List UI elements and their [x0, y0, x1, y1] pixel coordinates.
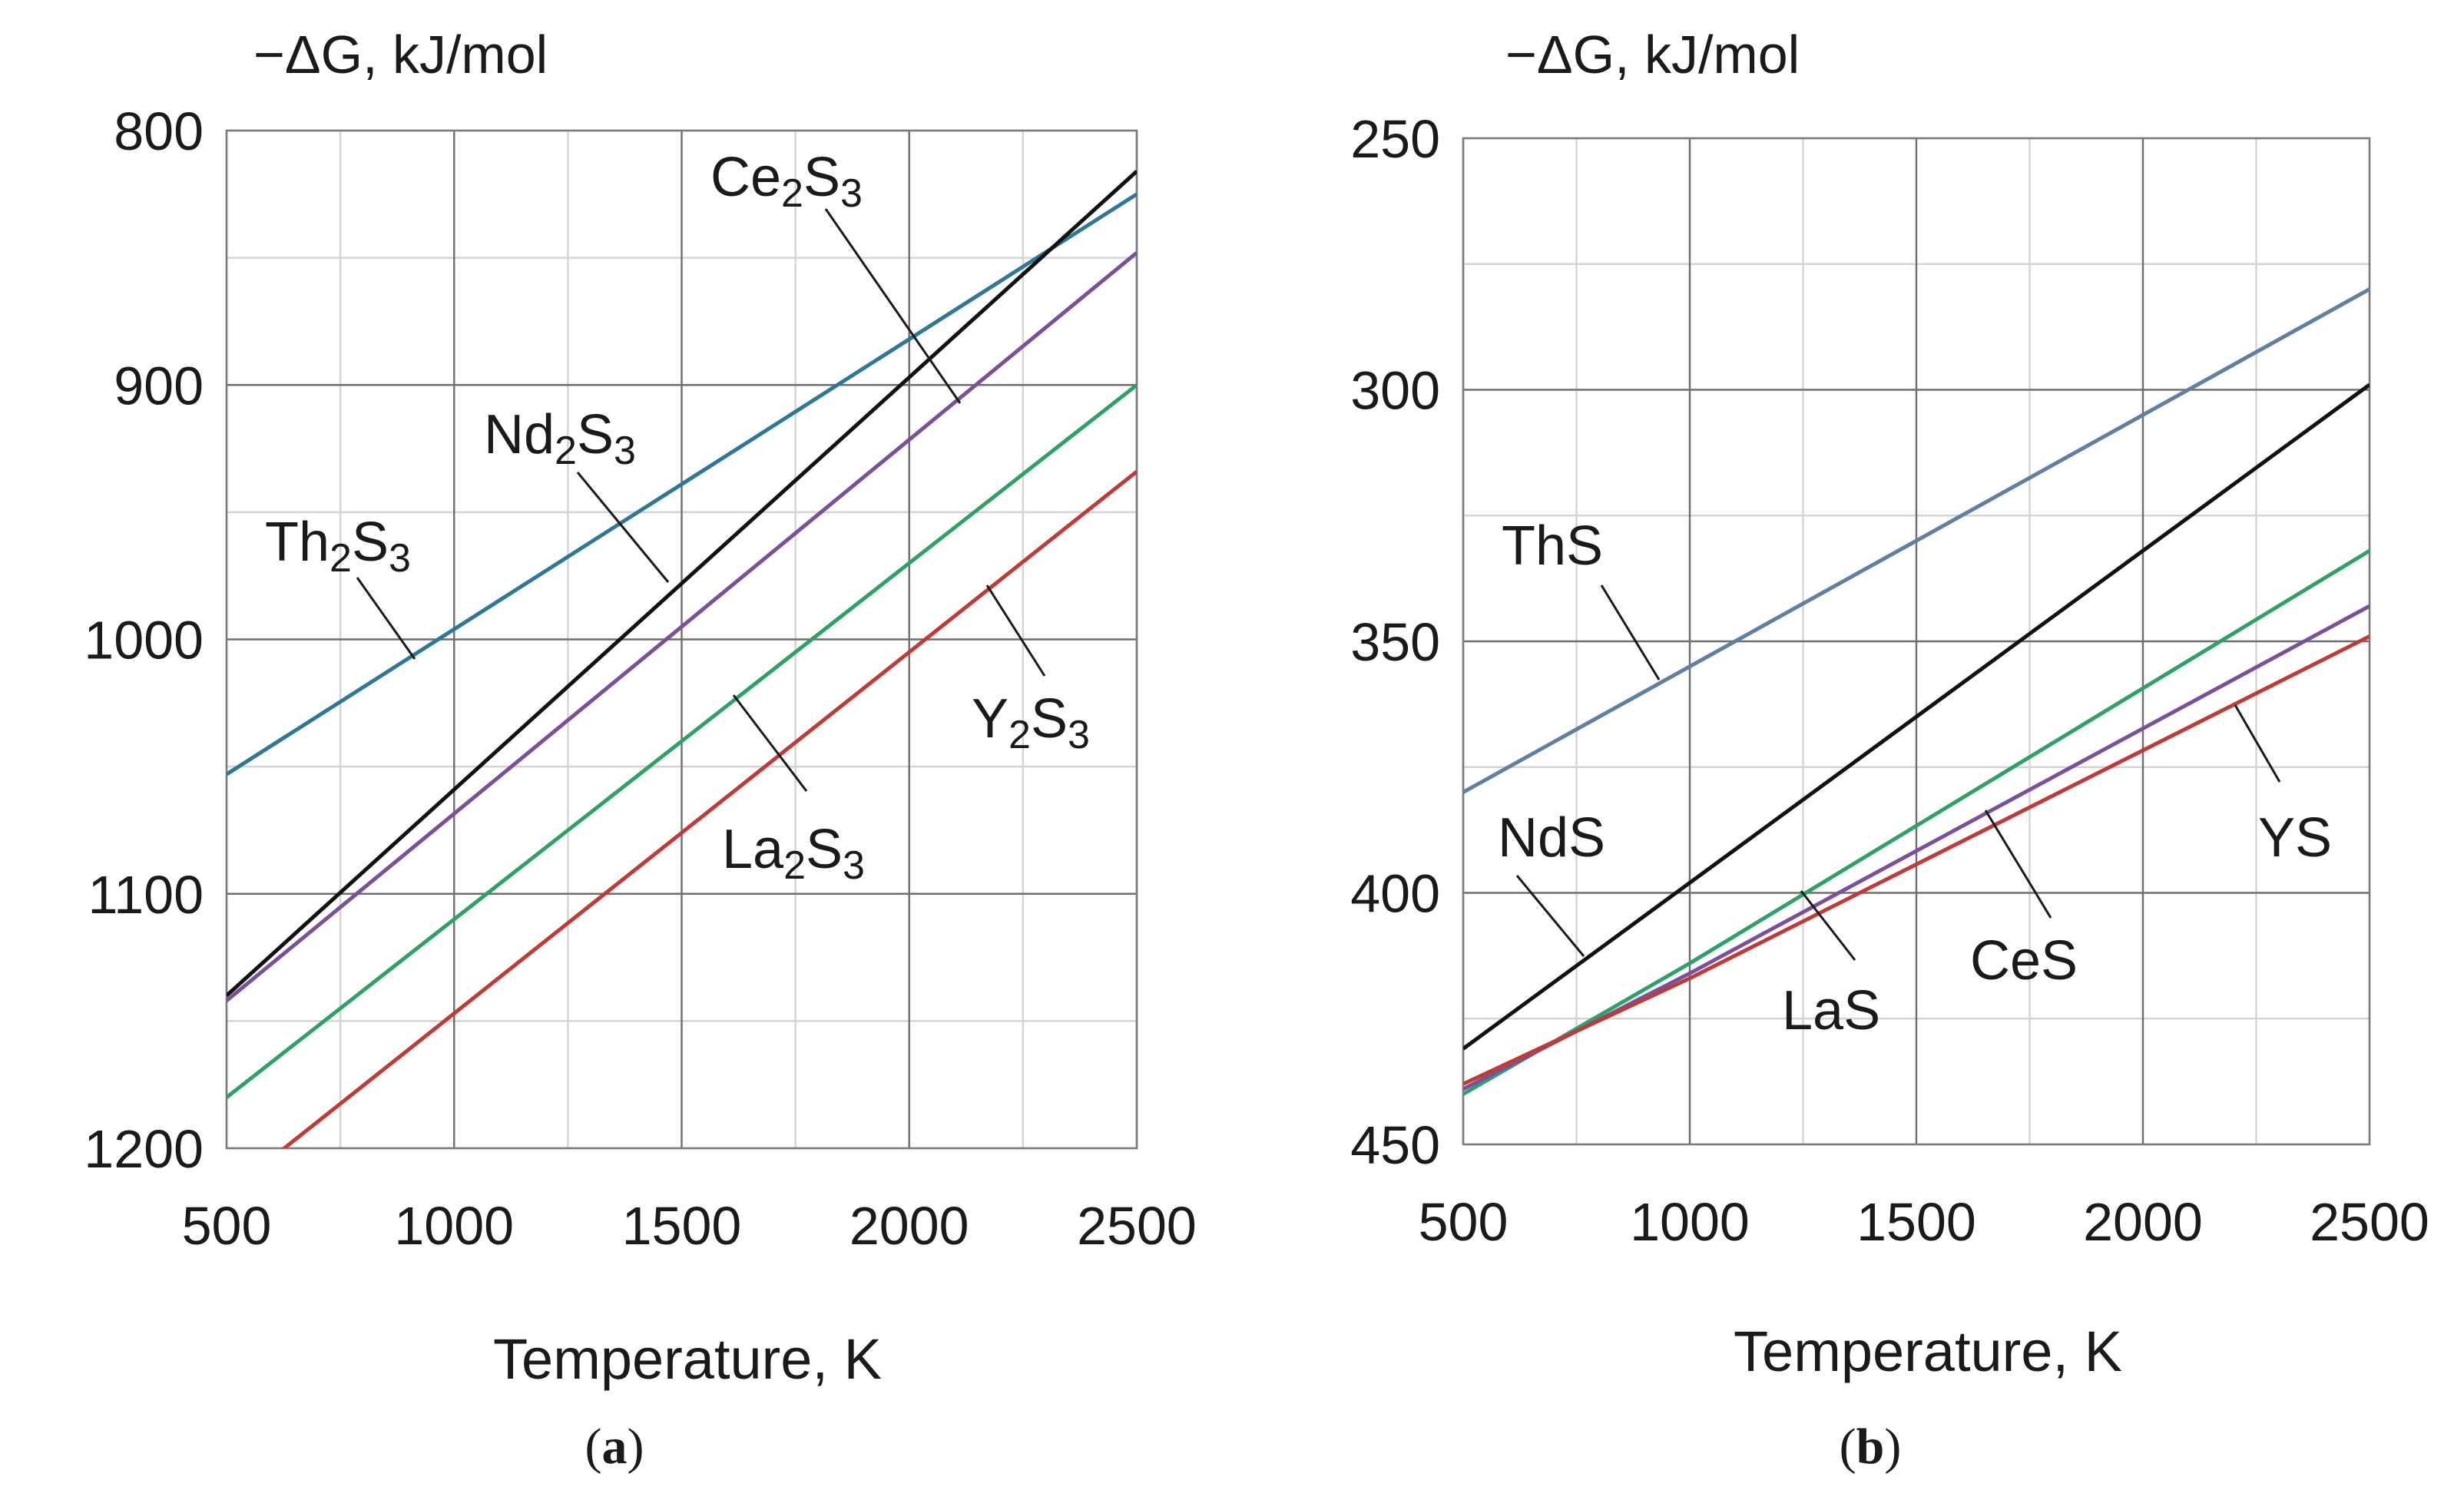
series-label-part: 3 — [843, 843, 865, 888]
series-line-nds — [1463, 382, 2370, 1051]
series-label-part: S — [352, 512, 389, 573]
series-label-part: 2 — [1008, 713, 1031, 757]
series-label-ce2s3: Ce2S3 — [710, 147, 863, 216]
series-line-ths — [1463, 287, 2370, 794]
series-label-part: 2 — [330, 536, 352, 581]
series-label-part: 2 — [555, 429, 577, 473]
panel-a-x-tick-label: 500 — [182, 1196, 272, 1256]
series-label-part: Nd — [484, 404, 555, 465]
panel-a-y-tick-label: 900 — [114, 356, 204, 416]
series-label-part: 3 — [840, 171, 863, 216]
panel-a-x-tick-label: 2500 — [1077, 1196, 1197, 1256]
series-label-leader-nds — [1515, 875, 1585, 957]
series-label-leader-y2s3 — [985, 584, 1046, 677]
panel-b-y-tick-label: 300 — [1350, 361, 1440, 421]
series-label-part: 2 — [781, 171, 803, 216]
panel-b-x-tick-label: 1500 — [1856, 1192, 1976, 1252]
series-label-leader-th2s3 — [356, 577, 416, 660]
panel-b-y-tick-label: 450 — [1350, 1115, 1440, 1175]
panel-b-x-tick-label: 500 — [1419, 1192, 1509, 1252]
series-label-part: YS — [2258, 807, 2332, 869]
panel-a-chart: 500 1000 1500 2000 2500 800 900 1000 1100 1200 −ΔG… — [84, 25, 1197, 1475]
series-label-la2s3: La2S3 — [722, 819, 865, 888]
series-label-part: Y — [972, 688, 1008, 750]
series-line-nd2s3 — [227, 251, 1137, 1002]
panel-a-y-tick-label: 1100 — [88, 865, 204, 925]
series-label-part: NdS — [1498, 807, 1605, 869]
panel-a-y-axis-label: −ΔG, kJ/mol — [253, 25, 548, 84]
series-label-leader-ys — [2234, 704, 2281, 783]
series-label-part: 3 — [1068, 713, 1090, 757]
series-label-leader-nd2s3 — [576, 472, 670, 583]
panel-b-y-tick-label: 400 — [1350, 864, 1440, 924]
series-label-nd2s3: Nd2S3 — [484, 404, 636, 473]
series-label-leader-la2s3 — [732, 694, 808, 792]
series-label-leader-las — [1800, 890, 1856, 961]
series-label-part: S — [803, 147, 840, 208]
series-label-part: ThS — [1502, 515, 1603, 577]
series-line-ys — [1463, 634, 2370, 1086]
series-label-part: S — [577, 404, 614, 465]
series-label-ys: YS — [2258, 807, 2332, 869]
series-label-ces: CeS — [1970, 930, 2078, 992]
series-label-part: CeS — [1970, 930, 2078, 992]
panel-b-y-tick-label: 350 — [1350, 612, 1440, 672]
series-label-part: S — [1031, 688, 1068, 750]
panel-b-x-tick-label: 2000 — [2083, 1192, 2203, 1252]
series-label-part: 2 — [783, 843, 806, 888]
panel-a-y-tick-label: 1000 — [84, 611, 204, 671]
series-label-y2s3: Y2S3 — [972, 688, 1090, 757]
series-label-th2s3: Th2S3 — [265, 512, 411, 581]
panel-a-caption: (a) — [585, 1419, 644, 1475]
series-label-part: LaS — [1782, 980, 1880, 1041]
series-label-part: 3 — [389, 536, 411, 581]
series-label-part: S — [806, 819, 843, 880]
series-label-part: Ce — [710, 147, 781, 208]
series-label-las: LaS — [1782, 980, 1880, 1041]
series-label-part: Th — [265, 512, 330, 573]
series-line-la2s3 — [227, 383, 1137, 1099]
panel-b-y-tick-label: 250 — [1350, 109, 1440, 169]
panel-a-x-tick-label: 1500 — [622, 1196, 742, 1256]
panel-b-caption: (b) — [1840, 1419, 1902, 1475]
panel-a-x-tick-label: 1000 — [394, 1196, 514, 1256]
panel-a-x-tick-label: 2000 — [849, 1196, 969, 1256]
series-label-nds: NdS — [1498, 807, 1605, 869]
panel-a-y-tick-label: 1200 — [84, 1119, 204, 1179]
panel-a-plot-frame — [225, 129, 1138, 1150]
panel-b-plot-frame — [1462, 137, 2371, 1146]
panel-b-x-axis-label: Temperature, K — [1734, 1320, 2122, 1383]
panel-b-x-tick-label: 1000 — [1630, 1192, 1750, 1252]
panel-a-y-tick-label: 800 — [114, 101, 204, 161]
series-line-y2s3 — [281, 469, 1137, 1148]
series-label-leader-ce2s3 — [824, 208, 962, 404]
series-line-ce2s3 — [227, 170, 1137, 998]
series-label-leader-ces — [1984, 810, 2052, 919]
series-line-th2s3 — [227, 192, 1137, 776]
series-label-ths: ThS — [1502, 515, 1603, 577]
panel-b-y-axis-label: −ΔG, kJ/mol — [1505, 25, 1800, 84]
panel-b-chart: 500 1000 1500 2000 2500 250 300 350 400 450 −ΔG, k… — [1350, 25, 2429, 1475]
series-label-part: 3 — [614, 429, 636, 473]
series-label-part: La — [722, 819, 784, 880]
panel-b-x-tick-label: 2500 — [2310, 1192, 2429, 1252]
panel-a-x-axis-label: Temperature, K — [493, 1327, 882, 1391]
series-label-leader-ths — [1600, 584, 1661, 680]
